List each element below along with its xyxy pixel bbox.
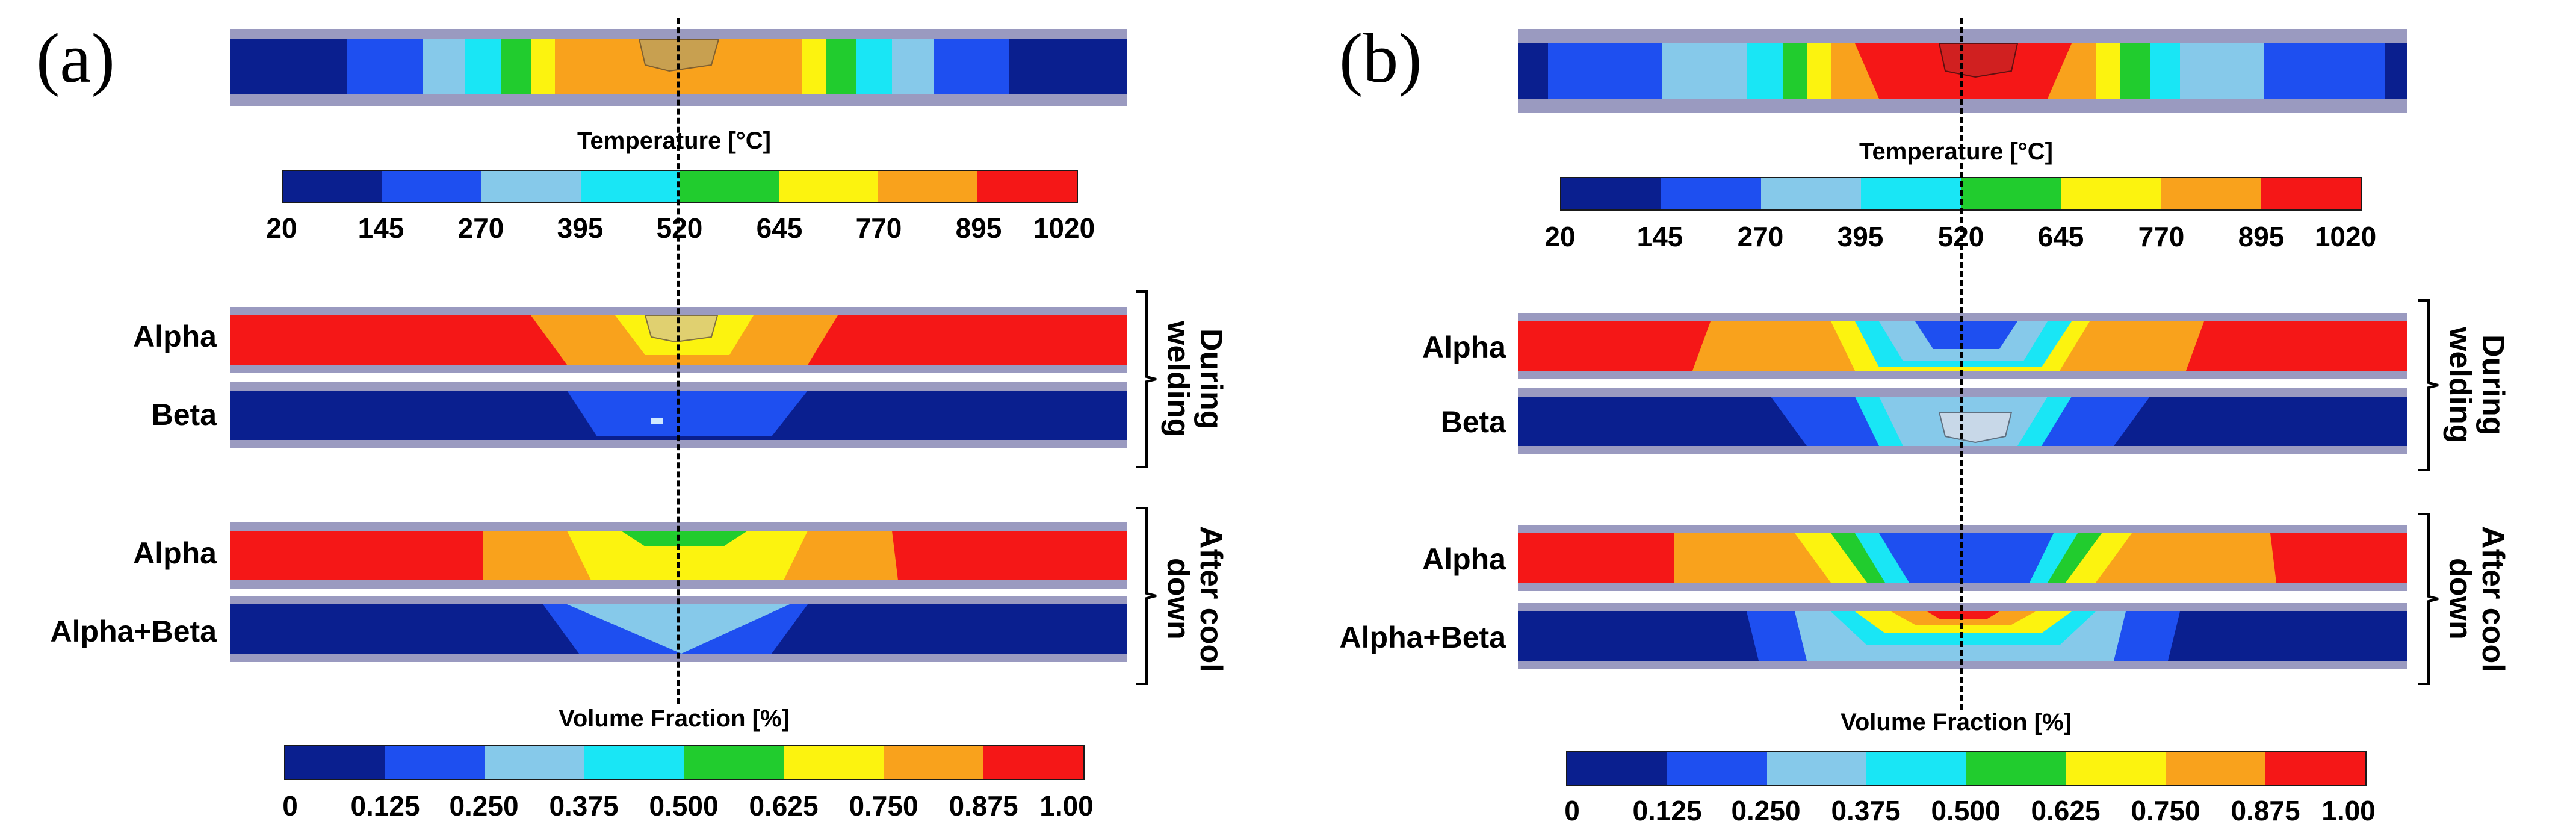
tick-label: 1.00 xyxy=(2321,795,2376,826)
tick-label: 0.375 xyxy=(549,790,619,822)
tick-label: 0.750 xyxy=(2131,795,2200,826)
tick-label: 270 xyxy=(457,212,504,244)
panel-a-temperature-colorbar xyxy=(282,170,1078,203)
panel-a-group-during: During welding xyxy=(1160,321,1229,438)
panel-b-after-brace xyxy=(2418,513,2439,685)
tick-label: 895 xyxy=(955,212,1002,244)
tick-label: 145 xyxy=(1636,221,1683,252)
tick-label: 895 xyxy=(2238,221,2285,252)
tick-label: 0.375 xyxy=(1831,795,1901,826)
tick-label: 0 xyxy=(1564,795,1580,826)
tick-label: 1020 xyxy=(2314,221,2377,252)
tick-label: 0.500 xyxy=(1931,795,2001,826)
tick-label: 645 xyxy=(2037,221,2084,252)
tick-label: 0.125 xyxy=(1632,795,1702,826)
tick-label: 0.875 xyxy=(949,790,1018,822)
panel-a-during-alpha-strip xyxy=(230,307,1127,373)
panel-a-temperature-title: Temperature [°C] xyxy=(577,128,771,154)
tick-label: 1020 xyxy=(1033,212,1095,244)
panel-b-group-after: After cool down xyxy=(2442,525,2511,672)
tick-label: 20 xyxy=(266,212,297,244)
tick-label: 770 xyxy=(2138,221,2185,252)
panel-a-volume-colorbar xyxy=(284,745,1085,780)
tick-label: 0.250 xyxy=(449,790,519,822)
panel-a-weld-centerline xyxy=(677,18,680,704)
tick-label: 395 xyxy=(1837,221,1884,252)
panel-b-row-after-alpha: Alpha xyxy=(1422,542,1506,576)
tick-label: 0.250 xyxy=(1731,795,1801,826)
tick-label: 20 xyxy=(1544,221,1576,252)
panel-b-row-during-beta: Beta xyxy=(1440,405,1506,439)
tick-label: 0.125 xyxy=(350,790,420,822)
tick-label: 520 xyxy=(656,212,703,244)
panel-b-label: (b) xyxy=(1339,19,1422,98)
tick-label: 770 xyxy=(855,212,902,244)
tick-label: 0.625 xyxy=(749,790,819,822)
panel-b-volume-ticks: 0 0.125 0.250 0.375 0.500 0.625 0.750 0.… xyxy=(1564,794,2376,831)
panel-a-volume-ticks: 0 0.125 0.250 0.375 0.500 0.625 0.750 0.… xyxy=(282,790,1094,826)
panel-b-row-during-alpha: Alpha xyxy=(1422,330,1506,364)
tick-label: 645 xyxy=(756,212,803,244)
panel-a-label: (a) xyxy=(36,19,115,98)
panel-a-row-during-alpha: Alpha xyxy=(133,320,217,353)
panel-b-during-brace xyxy=(2418,299,2439,471)
tick-label: 395 xyxy=(557,212,604,244)
panel-b-volume-colorbar xyxy=(1566,751,2367,786)
panel-b-temperature-ticks: 20 145 270 395 520 645 770 895 1020 xyxy=(1544,220,2376,256)
panel-b-row-after-alphabeta: Alpha+Beta xyxy=(1339,621,1506,654)
panel-a-group-after: After cool down xyxy=(1160,525,1229,672)
tick-label: 0.625 xyxy=(2031,795,2101,826)
tick-label: 0.750 xyxy=(849,790,918,822)
tick-label: 0.500 xyxy=(649,790,719,822)
panel-a-during-brace xyxy=(1136,290,1157,468)
panel-b-volume-title: Volume Fraction [%] xyxy=(1841,709,2072,735)
panel-a-row-after-alphabeta: Alpha+Beta xyxy=(50,615,217,648)
panel-b-weld-centerline xyxy=(1960,18,1963,710)
tick-label: 270 xyxy=(1737,221,1784,252)
tick-label: 145 xyxy=(358,212,404,244)
panel-a-volume-title: Volume Fraction [%] xyxy=(559,705,790,732)
panel-a-after-brace xyxy=(1136,507,1157,685)
tick-label: 0.875 xyxy=(2231,795,2300,826)
tick-label: 1.00 xyxy=(1039,790,1094,822)
panel-a-temperature-ticks: 20 145 270 395 520 645 770 895 1020 xyxy=(266,212,1095,248)
panel-a-row-after-alpha: Alpha xyxy=(133,536,217,570)
tick-label: 0 xyxy=(282,790,298,822)
panel-b-group-during: During welding xyxy=(2442,327,2511,444)
panel-b-temperature-title: Temperature [°C] xyxy=(1859,138,2053,165)
panel-a-row-during-beta: Beta xyxy=(151,398,217,432)
